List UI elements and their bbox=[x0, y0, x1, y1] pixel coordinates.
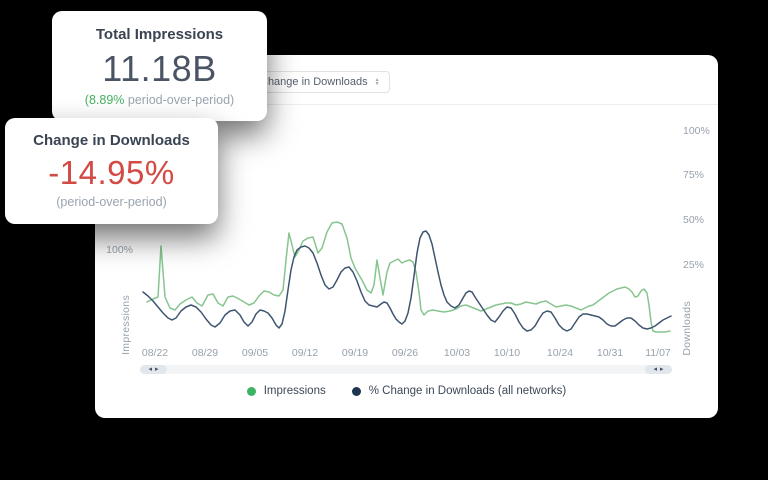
axis-tick-label: 10/31 bbox=[596, 347, 624, 359]
legend-item-impressions[interactable]: Impressions bbox=[246, 385, 326, 397]
axis-tick-label: 08/29 bbox=[191, 347, 219, 359]
axis-tick-label: 11/07 bbox=[645, 347, 671, 359]
axis-tick-label: 25% bbox=[683, 259, 705, 271]
card-value: 11.18B bbox=[102, 48, 217, 89]
scrollbar-right-buttons[interactable]: ◂ ▸ bbox=[645, 365, 672, 374]
line-chart bbox=[142, 221, 672, 333]
dropdown-stepper-icon: ▲ ▼ bbox=[374, 77, 380, 87]
chart-legend: Impressions % Change in Downloads (all n… bbox=[95, 385, 718, 397]
card-subtitle: (period-over-period) bbox=[56, 195, 167, 209]
series-line-downloads bbox=[142, 230, 672, 332]
total-impressions-card: Total Impressions 11.18B (8.89% period-o… bbox=[52, 11, 267, 121]
axis-tick-label: 09/12 bbox=[291, 347, 319, 359]
scroll-left-icon: ◂ bbox=[653, 366, 657, 373]
stepper-up-icon: ▲ bbox=[374, 77, 380, 83]
right-axis-title: Downloads bbox=[681, 301, 693, 356]
axis-tick-label: 10/03 bbox=[443, 347, 471, 359]
legend-label: Impressions bbox=[263, 385, 326, 397]
delta-highlight: (8.89% bbox=[84, 93, 125, 107]
card-value: -14.95% bbox=[48, 154, 175, 191]
card-subtitle: (8.89% period-over-period) bbox=[52, 93, 267, 107]
scrollbar-left-buttons[interactable]: ◂ ▸ bbox=[140, 365, 167, 374]
metric-dropdown[interactable]: Change in Downloads ▲ ▼ bbox=[250, 71, 390, 93]
header-divider bbox=[95, 104, 718, 105]
stepper-down-icon: ▼ bbox=[374, 81, 380, 87]
axis-tick-label: 09/26 bbox=[391, 347, 419, 359]
axis-tick-label: 10/24 bbox=[546, 347, 574, 359]
axis-tick-label: 09/05 bbox=[241, 347, 269, 359]
legend-label: % Change in Downloads (all networks) bbox=[368, 385, 567, 397]
metric-dropdown-value: Change in Downloads bbox=[260, 76, 368, 88]
axis-tick-label: 50% bbox=[683, 214, 705, 226]
axis-tick-label: 08/22 bbox=[141, 347, 169, 359]
scroll-left-icon: ◂ bbox=[148, 366, 152, 373]
scroll-right-icon: ▸ bbox=[660, 366, 664, 373]
chart-scrollbar[interactable]: ◂ ▸ ◂ ▸ bbox=[140, 365, 672, 374]
left-axis-title: Impressions bbox=[120, 295, 132, 355]
axis-tick-label: 09/19 bbox=[341, 347, 369, 359]
legend-item-downloads[interactable]: % Change in Downloads (all networks) bbox=[351, 385, 567, 397]
axis-tick-label: 75% bbox=[683, 169, 705, 181]
series-line-impressions bbox=[146, 221, 671, 333]
delta-rest: period-over-period) bbox=[124, 93, 235, 107]
legend-dot-icon bbox=[246, 386, 256, 396]
card-title: Total Impressions bbox=[95, 26, 224, 43]
axis-tick-label: 10/10 bbox=[493, 347, 521, 359]
axis-tick-label: 100% bbox=[683, 125, 710, 137]
axis-tick-label: 100% bbox=[106, 244, 133, 256]
legend-dot-icon bbox=[351, 386, 361, 396]
card-title: Change in Downloads bbox=[33, 132, 190, 149]
change-in-downloads-card: Change in Downloads -14.95% (period-over… bbox=[5, 118, 218, 224]
scroll-right-icon: ▸ bbox=[155, 366, 159, 373]
